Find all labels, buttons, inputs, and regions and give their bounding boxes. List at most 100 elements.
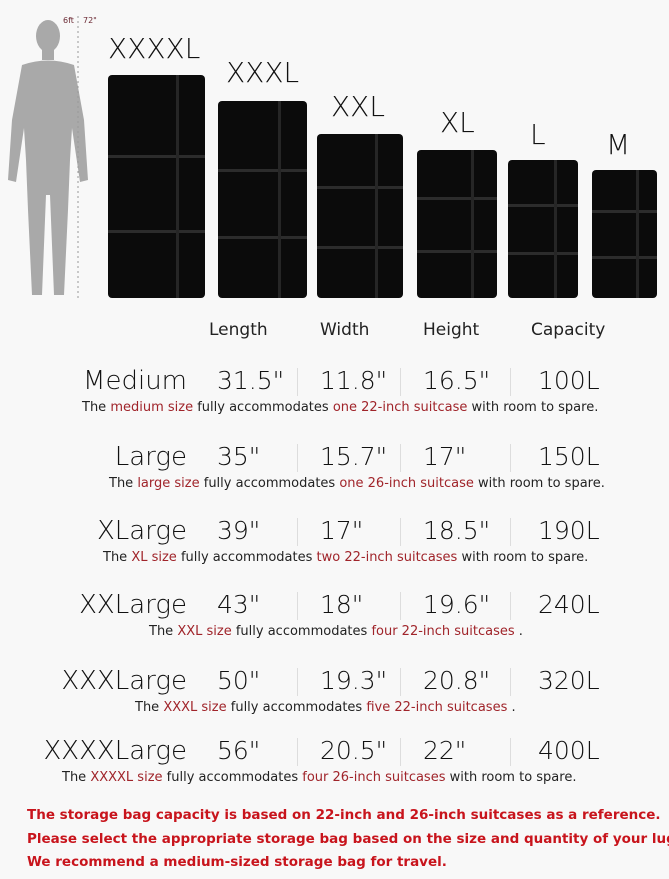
size-caption: The large size fully accommodates one 26… (109, 476, 605, 491)
caption-segment: The (135, 700, 164, 715)
height-value: 16.5" (423, 366, 491, 395)
caption-segment: with room to spare. (473, 476, 605, 491)
divider (510, 444, 511, 472)
caption-segment: . (507, 700, 516, 715)
caption-segment: XL size (131, 550, 177, 565)
caption-segment: fully accommodates (231, 624, 372, 639)
divider (510, 738, 511, 766)
size-name: XLarge (96, 516, 187, 546)
size-name: Medium (83, 366, 187, 396)
bag-xxxxl-image (108, 75, 205, 298)
caption-segment: with room to spare. (445, 770, 577, 785)
human-silhouette-icon (8, 16, 88, 300)
length-value: 35" (217, 442, 261, 471)
size-caption: The medium size fully accommodates one 2… (82, 400, 598, 415)
height-value: 18.5" (423, 516, 491, 545)
note-line: The storage bag capacity is based on 22-… (27, 807, 661, 823)
divider (297, 668, 298, 696)
height-value: 20.8" (423, 666, 491, 695)
width-value: 20.5" (320, 736, 388, 765)
divider (510, 668, 511, 696)
caption-segment: . (514, 624, 523, 639)
note-line: We recommend a medium-sized storage bag … (27, 854, 447, 870)
bag-xxl-image (317, 134, 403, 298)
length-value: 31.5" (217, 366, 285, 395)
bag-label: L (530, 118, 546, 151)
caption-segment: The (109, 476, 138, 491)
note-line: Please select the appropriate storage ba… (27, 831, 669, 847)
capacity-value: 150L (538, 442, 600, 471)
bag-label: XXL (331, 90, 385, 123)
divider (400, 738, 401, 766)
bag-xl-image (417, 150, 497, 298)
capacity-value: 240L (538, 590, 600, 619)
caption-segment: large size (137, 476, 200, 491)
caption-segment: with room to spare. (457, 550, 589, 565)
capacity-value: 320L (538, 666, 600, 695)
caption-segment: fully accommodates (162, 770, 303, 785)
caption-segment: five 22-inch suitcases (366, 700, 508, 715)
size-name: XXXXLarge (43, 736, 188, 766)
divider (297, 444, 298, 472)
divider (510, 368, 511, 396)
caption-segment: medium size (110, 400, 194, 415)
caption-segment: XXXXL size (90, 770, 163, 785)
caption-segment: fully accommodates (226, 700, 367, 715)
caption-segment: fully accommodates (176, 550, 317, 565)
capacity-value: 100L (538, 366, 600, 395)
size-name: XXLarge (79, 590, 187, 620)
bag-label: M (606, 128, 631, 161)
caption-segment: fully accommodates (199, 476, 340, 491)
bag-label: XXXXL (108, 32, 201, 65)
size-name: XXXLarge (61, 666, 187, 696)
caption-segment: four 26-inch suitcases (302, 770, 446, 785)
caption-segment: The (82, 400, 111, 415)
column-header-height: Height (423, 320, 480, 340)
width-value: 15.7" (320, 442, 388, 471)
caption-segment: The (149, 624, 178, 639)
divider (297, 518, 298, 546)
caption-segment: with room to spare. (467, 400, 599, 415)
capacity-value: 400L (538, 736, 600, 765)
caption-segment: XXL size (177, 624, 232, 639)
divider (400, 668, 401, 696)
size-caption: The XXXXL size fully accommodates four 2… (62, 770, 576, 785)
column-header-length: Length (209, 320, 268, 340)
divider (400, 518, 401, 546)
length-value: 50" (217, 666, 261, 695)
caption-segment: fully accommodates (193, 400, 333, 415)
length-value: 43" (217, 590, 261, 619)
bag-l-image (508, 160, 578, 298)
size-name: Large (114, 442, 187, 472)
caption-segment: one 26-inch suitcase (339, 476, 474, 491)
width-value: 11.8" (320, 366, 388, 395)
bag-m-image (592, 170, 657, 298)
capacity-value: 190L (538, 516, 600, 545)
caption-segment: four 22-inch suitcases (371, 624, 515, 639)
length-value: 39" (217, 516, 261, 545)
divider (400, 368, 401, 396)
height-value: 19.6" (423, 590, 491, 619)
caption-segment: one 22-inch suitcase (332, 400, 468, 415)
caption-segment: The (103, 550, 132, 565)
caption-segment: XXXL size (163, 700, 227, 715)
caption-segment: two 22-inch suitcases (316, 550, 458, 565)
width-value: 19.3" (320, 666, 388, 695)
column-header-width: Width (320, 320, 370, 340)
size-caption: The XXL size fully accommodates four 22-… (149, 624, 523, 639)
divider (400, 592, 401, 620)
size-caption: The XXXL size fully accommodates five 22… (135, 700, 516, 715)
height-value: 22" (423, 736, 467, 765)
width-value: 17" (320, 516, 364, 545)
divider (297, 592, 298, 620)
height-ft-label: 6ft (63, 16, 74, 25)
height-value: 17" (423, 442, 467, 471)
caption-segment: The (62, 770, 91, 785)
bag-xxxl-image (218, 101, 307, 298)
column-header-capacity: Capacity (531, 320, 606, 340)
divider (297, 738, 298, 766)
size-caption: The XL size fully accommodates two 22-in… (103, 550, 588, 565)
bag-label: XL (440, 106, 475, 139)
length-value: 56" (217, 736, 261, 765)
